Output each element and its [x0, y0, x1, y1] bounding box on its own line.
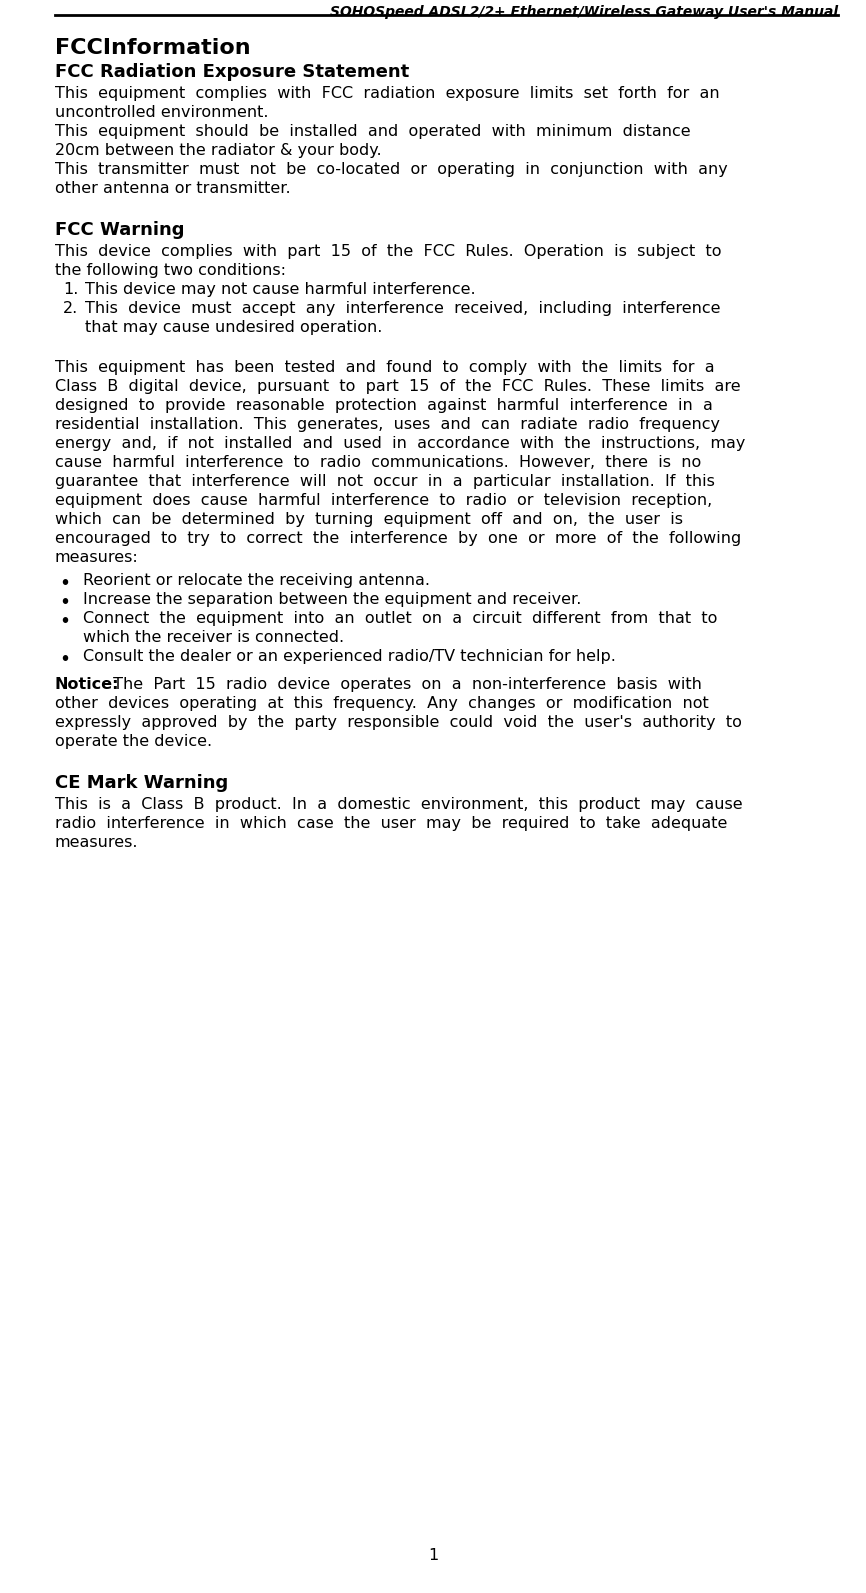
Text: This  equipment  should  be  installed  and  operated  with  minimum  distance: This equipment should be installed and o…: [55, 124, 690, 139]
Text: other antenna or transmitter.: other antenna or transmitter.: [55, 182, 291, 196]
Text: The  Part  15  radio  device  operates  on  a  non-interference  basis  with: The Part 15 radio device operates on a n…: [108, 677, 701, 691]
Text: CE Mark Warning: CE Mark Warning: [55, 774, 229, 792]
Text: FCC Warning: FCC Warning: [55, 221, 184, 239]
Text: This  device  must  accept  any  interference  received,  including  interferenc: This device must accept any interference…: [85, 301, 721, 315]
Text: Reorient or relocate the receiving antenna.: Reorient or relocate the receiving anten…: [83, 573, 430, 588]
Text: designed  to  provide  reasonable  protection  against  harmful  interference  i: designed to provide reasonable protectio…: [55, 398, 713, 413]
Text: radio  interference  in  which  case  the  user  may  be  required  to  take  ad: radio interference in which case the use…: [55, 816, 727, 832]
Text: Connect  the  equipment  into  an  outlet  on  a  circuit  different  from  that: Connect the equipment into an outlet on …: [83, 612, 717, 626]
Text: This  equipment  complies  with  FCC  radiation  exposure  limits  set  forth  f: This equipment complies with FCC radiati…: [55, 86, 720, 100]
Text: SOHOSpeed ADSL2/2+ Ethernet/Wireless Gateway User's Manual: SOHOSpeed ADSL2/2+ Ethernet/Wireless Gat…: [330, 5, 838, 19]
Text: equipment  does  cause  harmful  interference  to  radio  or  television  recept: equipment does cause harmful interferenc…: [55, 492, 712, 508]
Text: measures.: measures.: [55, 835, 139, 851]
Text: Class  B  digital  device,  pursuant  to  part  15  of  the  FCC  Rules.  These : Class B digital device, pursuant to part…: [55, 379, 740, 393]
Text: This  device  complies  with  part  15  of  the  FCC  Rules.  Operation  is  sub: This device complies with part 15 of the…: [55, 244, 721, 260]
Text: which the receiver is connected.: which the receiver is connected.: [83, 629, 344, 645]
Text: that may cause undesired operation.: that may cause undesired operation.: [85, 320, 383, 335]
Text: uncontrolled environment.: uncontrolled environment.: [55, 105, 268, 119]
Text: measures:: measures:: [55, 550, 139, 566]
Text: residential  installation.  This  generates,  uses  and  can  radiate  radio  fr: residential installation. This generates…: [55, 417, 720, 432]
Text: 1.: 1.: [63, 282, 79, 296]
Text: •: •: [59, 612, 70, 631]
Text: •: •: [59, 573, 70, 593]
Text: Notice:: Notice:: [55, 677, 120, 691]
Text: which  can  be  determined  by  turning  equipment  off  and  on,  the  user  is: which can be determined by turning equip…: [55, 511, 683, 527]
Text: This device may not cause harmful interference.: This device may not cause harmful interf…: [85, 282, 475, 296]
Text: encouraged  to  try  to  correct  the  interference  by  one  or  more  of  the : encouraged to try to correct the interfe…: [55, 530, 741, 546]
Text: •: •: [59, 650, 70, 669]
Text: operate the device.: operate the device.: [55, 734, 212, 749]
Text: cause  harmful  interference  to  radio  communications.  However,  there  is  n: cause harmful interference to radio comm…: [55, 456, 701, 470]
Text: This  transmitter  must  not  be  co-located  or  operating  in  conjunction  wi: This transmitter must not be co-located …: [55, 162, 727, 177]
Text: 20cm between the radiator & your body.: 20cm between the radiator & your body.: [55, 143, 382, 158]
Text: Increase the separation between the equipment and receiver.: Increase the separation between the equi…: [83, 593, 581, 607]
Text: energy  and,  if  not  installed  and  used  in  accordance  with  the  instruct: energy and, if not installed and used in…: [55, 436, 746, 451]
Text: guarantee  that  interference  will  not  occur  in  a  particular  installation: guarantee that interference will not occ…: [55, 475, 714, 489]
Text: expressly  approved  by  the  party  responsible  could  void  the  user's  auth: expressly approved by the party responsi…: [55, 715, 742, 730]
Text: FCC Radiation Exposure Statement: FCC Radiation Exposure Statement: [55, 64, 410, 81]
Text: FCCInformation: FCCInformation: [55, 38, 250, 57]
Text: 1: 1: [428, 1548, 438, 1563]
Text: This  is  a  Class  B  product.  In  a  domestic  environment,  this  product  m: This is a Class B product. In a domestic…: [55, 796, 743, 812]
Text: This  equipment  has  been  tested  and  found  to  comply  with  the  limits  f: This equipment has been tested and found…: [55, 360, 714, 374]
Text: the following two conditions:: the following two conditions:: [55, 263, 286, 279]
Text: 2.: 2.: [63, 301, 78, 315]
Text: other  devices  operating  at  this  frequency.  Any  changes  or  modification : other devices operating at this frequenc…: [55, 696, 708, 710]
Text: Consult the dealer or an experienced radio/TV technician for help.: Consult the dealer or an experienced rad…: [83, 648, 616, 664]
Text: •: •: [59, 593, 70, 612]
